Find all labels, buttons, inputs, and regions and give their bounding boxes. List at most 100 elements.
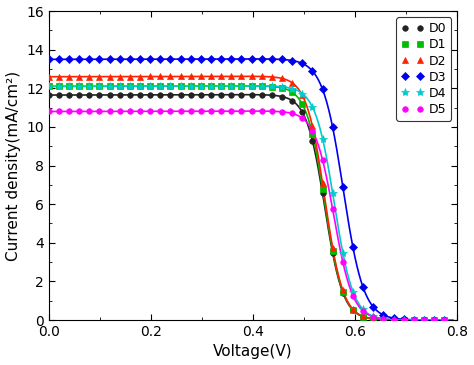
D3	[381, 313, 386, 317]
D2	[97, 74, 102, 79]
D5	[46, 109, 52, 114]
D5	[310, 128, 315, 133]
D0	[411, 318, 417, 322]
D1	[46, 84, 52, 89]
D5	[137, 109, 143, 114]
D3	[441, 318, 447, 322]
D0	[76, 93, 82, 97]
D2	[350, 307, 356, 312]
D3	[157, 57, 163, 61]
D5	[117, 109, 123, 114]
D4	[238, 84, 244, 88]
D2	[381, 318, 386, 322]
D5	[168, 109, 173, 114]
D1	[319, 187, 325, 191]
D5	[97, 109, 102, 114]
D4	[269, 84, 274, 88]
D2	[249, 74, 255, 78]
D4	[289, 87, 295, 91]
D0	[401, 318, 407, 322]
D4	[168, 84, 173, 88]
D5	[319, 158, 325, 162]
Line: D5: D5	[46, 108, 447, 323]
D1	[228, 84, 234, 88]
D5	[289, 111, 295, 116]
D3	[350, 245, 356, 250]
D5	[401, 318, 407, 322]
D2	[259, 74, 264, 79]
D5	[107, 109, 112, 114]
D4	[340, 250, 346, 255]
D2	[340, 288, 346, 292]
D1	[66, 84, 72, 88]
D1	[381, 318, 386, 322]
D4	[178, 84, 183, 88]
D0	[370, 317, 376, 321]
D3	[66, 57, 72, 61]
D0	[441, 318, 447, 322]
D3	[218, 57, 224, 61]
D2	[300, 93, 305, 97]
D5	[391, 318, 396, 322]
D1	[249, 84, 255, 88]
D5	[411, 318, 417, 322]
D5	[300, 116, 305, 120]
Line: D3: D3	[46, 56, 447, 323]
D3	[431, 318, 437, 322]
D1	[157, 84, 163, 88]
D2	[137, 74, 143, 79]
D3	[198, 57, 204, 61]
D2	[279, 76, 285, 81]
D4	[381, 316, 386, 321]
D0	[97, 93, 102, 97]
D0	[269, 93, 274, 97]
Y-axis label: Current density(mA/cm²): Current density(mA/cm²)	[6, 70, 20, 261]
D1	[107, 84, 112, 88]
D2	[198, 74, 204, 78]
D1	[360, 314, 366, 319]
D0	[107, 93, 112, 97]
D4	[127, 84, 133, 88]
D2	[168, 74, 173, 78]
D4	[330, 191, 336, 196]
D0	[46, 93, 52, 97]
D1	[431, 318, 437, 322]
D2	[360, 314, 366, 319]
D3	[137, 57, 143, 61]
D5	[188, 109, 193, 114]
D3	[360, 285, 366, 289]
D0	[249, 92, 255, 97]
D2	[269, 75, 274, 79]
Line: D2: D2	[45, 73, 448, 323]
D0	[319, 191, 325, 196]
D2	[147, 74, 153, 79]
D0	[340, 291, 346, 295]
D1	[421, 318, 427, 322]
D3	[340, 185, 346, 189]
D5	[370, 315, 376, 319]
D0	[86, 93, 92, 97]
D0	[56, 93, 62, 97]
D3	[147, 57, 153, 61]
D4	[360, 307, 366, 312]
D2	[238, 74, 244, 78]
D4	[208, 84, 214, 88]
D2	[411, 318, 417, 322]
D3	[269, 57, 274, 61]
D4	[370, 314, 376, 319]
D0	[147, 93, 153, 97]
D0	[350, 308, 356, 312]
D0	[381, 318, 386, 322]
D5	[56, 109, 62, 114]
D2	[46, 74, 52, 79]
D5	[127, 109, 133, 114]
D3	[249, 57, 255, 61]
D0	[238, 92, 244, 97]
D0	[310, 138, 315, 143]
D0	[421, 318, 427, 322]
D4	[300, 91, 305, 96]
D5	[147, 109, 153, 114]
D2	[66, 74, 72, 79]
D5	[228, 109, 234, 113]
D5	[340, 260, 346, 264]
